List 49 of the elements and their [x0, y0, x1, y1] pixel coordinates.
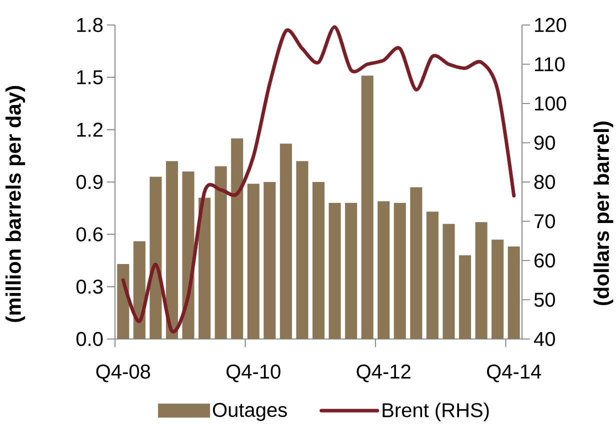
bar [394, 202, 406, 339]
y2-tick-label: 120 [535, 18, 566, 32]
y-tick-label: 1.8 [77, 18, 103, 32]
bar [378, 201, 390, 339]
y-axis-title: (million barrels per day) [5, 86, 26, 322]
line-series [121, 25, 516, 333]
y-tick-label: 1.5 [77, 70, 103, 84]
bar [247, 184, 260, 339]
legend-label: Brent (RHS) [382, 402, 489, 422]
bar [345, 202, 358, 339]
y2-axis-title: (dollars per barrel) [594, 122, 614, 306]
x-tick-label: Q4-14 [487, 364, 542, 382]
bar [166, 161, 178, 339]
y-tick-label: 0.9 [76, 174, 103, 190]
y2-tick-label: 50 [534, 292, 555, 307]
y-tick-label: 0.3 [76, 280, 103, 294]
y2-tick-label: 70 [534, 214, 555, 228]
y2-tick-label: 100 [535, 96, 566, 111]
bar [508, 246, 520, 339]
bar [296, 161, 308, 339]
x-tick-label: Q4-08 [96, 364, 150, 382]
bar [426, 212, 438, 339]
bar [312, 182, 325, 339]
bar [459, 255, 472, 339]
bar [410, 187, 422, 339]
x-tick-label: Q4-10 [226, 364, 280, 382]
y2-tick-label: 110 [535, 57, 565, 72]
bar [117, 264, 130, 339]
bar [475, 222, 488, 339]
legend-label: Outages [212, 402, 287, 421]
bar [442, 224, 455, 339]
y-tick-label: 0.6 [76, 227, 103, 242]
bar [361, 76, 374, 339]
x-tick-label: Q4-12 [356, 364, 410, 382]
y2-tick-label: 60 [534, 253, 555, 268]
bar [264, 182, 276, 339]
y2-tick-label: 80 [534, 174, 555, 190]
bar [280, 144, 292, 339]
bar [198, 198, 211, 339]
bar [133, 241, 146, 339]
y-tick-label: 0.0 [76, 332, 103, 346]
bar [231, 138, 244, 339]
bar [214, 166, 227, 339]
y2-tick-label: 90 [534, 136, 555, 150]
y2-tick-label: 40 [534, 332, 555, 346]
bar [150, 176, 162, 339]
y-tick-label: 1.2 [77, 122, 102, 137]
bar [328, 202, 341, 339]
bar [492, 240, 504, 339]
